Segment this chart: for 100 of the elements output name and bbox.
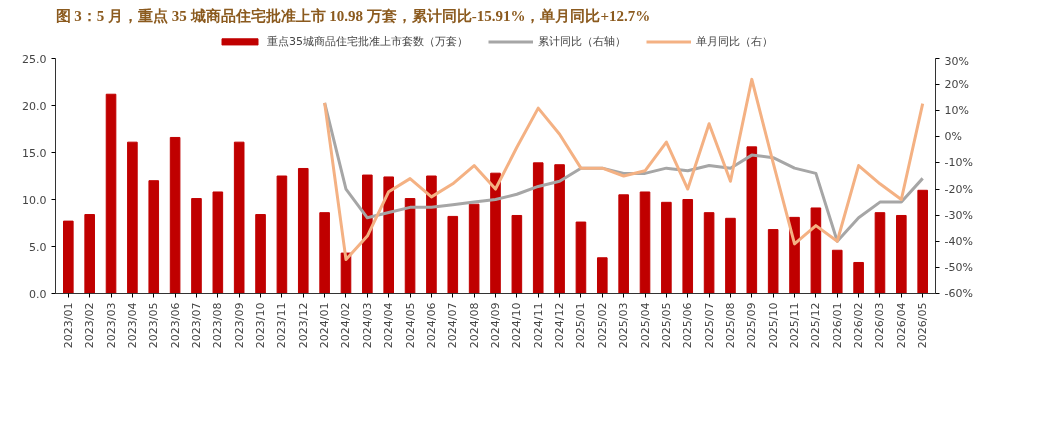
x-tick-label: 2025/07 (702, 302, 716, 349)
bar (63, 220, 74, 294)
x-tick-label: 2024/10 (510, 302, 524, 349)
x-tick-label: 2023/06 (168, 302, 182, 349)
bar (319, 212, 330, 294)
x-tick-label: 2026/03 (873, 302, 887, 349)
y2-tick-label: 10% (944, 104, 969, 118)
x-tick-label: 2025/12 (809, 302, 823, 349)
bar (404, 198, 416, 294)
bar (917, 189, 928, 294)
x-tick-label: 2025/06 (681, 302, 695, 349)
bar (554, 164, 565, 294)
bar (127, 141, 138, 294)
y2-tick-label: -10% (944, 156, 973, 170)
x-tick-label: 2023/10 (254, 302, 268, 349)
x-tick-label: 2023/05 (147, 302, 161, 349)
y-tick-label: 20.0 (22, 99, 47, 113)
x-tick-label: 2023/03 (104, 302, 118, 349)
x-tick-label: 2024/09 (489, 302, 502, 349)
bar (618, 194, 629, 294)
y2-tick-label: 20% (944, 78, 969, 92)
x-tick-label: 2025/05 (659, 302, 673, 349)
x-tick-label: 2025/01 (574, 302, 588, 349)
x-tick-label: 2026/04 (894, 302, 908, 349)
x-tick-label: 2024/07 (446, 302, 460, 349)
bar (169, 136, 181, 294)
y2-tick-label: -30% (944, 208, 973, 222)
x-tick-label: 2023/11 (275, 302, 289, 349)
bar (725, 217, 736, 294)
x-tick-label: 2025/03 (617, 302, 631, 349)
bar (596, 257, 608, 294)
bar (767, 229, 779, 294)
bar (297, 167, 309, 294)
x-tick-label: 2026/01 (830, 302, 844, 349)
x-tick-label: 2023/09 (232, 302, 246, 349)
bar (233, 141, 245, 294)
x-tick-label: 2024/01 (318, 302, 332, 349)
bar (703, 212, 715, 294)
bar (105, 93, 117, 294)
x-tick-label: 2023/04 (125, 302, 139, 349)
x-tick-label: 2023/08 (211, 302, 225, 349)
x-tick-label: 2025/10 (766, 302, 780, 349)
bar (896, 214, 907, 294)
x-tick-label: 2025/08 (723, 302, 737, 349)
x-tick-label: 2023/07 (189, 302, 203, 349)
x-tick-label: 2025/02 (595, 302, 609, 349)
y2-tick-label: -40% (944, 234, 973, 248)
bar (490, 172, 501, 294)
bar (661, 201, 672, 294)
bar (383, 176, 395, 294)
bar (468, 203, 480, 294)
x-tick-label: 2024/08 (467, 302, 481, 349)
x-tick-label: 2026/02 (852, 302, 866, 349)
x-tick-label: 2024/04 (382, 302, 396, 349)
bar (255, 214, 266, 294)
x-tick-label: 2024/12 (553, 302, 567, 349)
chart-title: 图 3：5 月，重点 35 城商品住宅批准上市 10.98 万套，累计同比-15.91%，单月同比+12.7% (55, 6, 651, 24)
x-tick-label: 2023/12 (296, 302, 310, 349)
bar (853, 261, 864, 294)
line-series (323, 77, 925, 262)
bar (831, 249, 843, 294)
x-tick-label: 2025/09 (745, 302, 759, 349)
bar (84, 214, 95, 294)
bar (447, 215, 459, 294)
bar (212, 191, 224, 294)
bar (362, 174, 373, 294)
bar (810, 207, 822, 294)
x-tick-label: 2023/01 (61, 302, 75, 349)
bar (511, 214, 523, 294)
bar (532, 162, 544, 294)
x-tick-label: 2024/02 (339, 302, 353, 349)
x-tick-label: 2024/06 (424, 302, 438, 349)
y-tick-label: 15.0 (22, 146, 47, 160)
x-tick-label: 2025/04 (638, 302, 652, 349)
y2-tick-label: -20% (944, 182, 973, 196)
bar (682, 199, 694, 294)
legend-label: 重点35城商品住宅批准上市套数（万套） (267, 33, 468, 49)
y2-tick-label: 0% (944, 130, 962, 144)
y-tick-label: 5.0 (29, 240, 47, 254)
x-tick-label: 2024/03 (360, 302, 374, 349)
x-tick-label: 2024/11 (531, 302, 545, 349)
bar (639, 191, 651, 294)
legend-label: 累计同比（右轴） (538, 33, 626, 49)
y-tick-label: 0.0 (29, 287, 47, 301)
x-tick-label: 2026/05 (916, 302, 930, 349)
bar (276, 175, 288, 294)
y-tick-label: 10.0 (22, 193, 47, 207)
bar (191, 198, 202, 294)
x-tick-label: 2023/02 (83, 302, 97, 349)
bar (789, 216, 800, 294)
y-tick-label: 25.0 (22, 52, 47, 66)
y2-tick-label: -60% (944, 287, 973, 300)
x-tick-label: 2025/11 (788, 302, 802, 349)
bar (746, 146, 758, 294)
bar (426, 175, 437, 294)
y2-tick-label: 30% (944, 54, 969, 68)
bar (148, 180, 160, 294)
x-tick-label: 2024/05 (403, 302, 417, 349)
legend-label: 单月同比（右） (696, 33, 773, 49)
bar (874, 212, 886, 294)
